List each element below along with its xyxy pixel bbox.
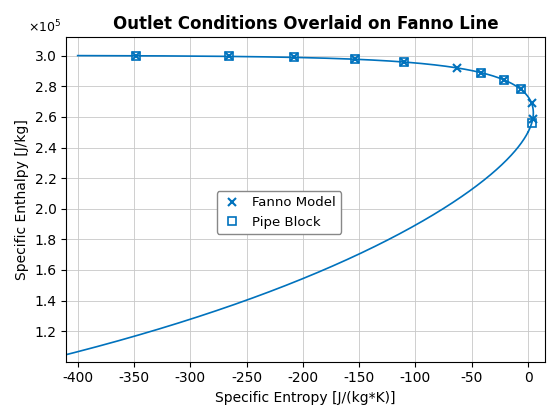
Pipe Block [133,53,140,58]
Fanno Model [400,60,407,65]
X-axis label: Specific Entropy [J/(kg*K)]: Specific Entropy [J/(kg*K)] [216,391,396,405]
Pipe Block [477,70,484,75]
Pipe Block [291,55,297,60]
Fanno Model [291,55,297,60]
Line: Pipe Block: Pipe Block [132,52,536,127]
Line: Fanno Model: Fanno Model [132,52,537,123]
Title: Outlet Conditions Overlaid on Fanno Line: Outlet Conditions Overlaid on Fanno Line [113,15,498,33]
Pipe Block [226,54,232,59]
Fanno Model [529,117,536,122]
Pipe Block [517,87,524,92]
Fanno Model [517,87,524,92]
Fanno Model [477,70,484,75]
Fanno Model [501,77,507,82]
Fanno Model [133,53,140,58]
Fanno Model [454,66,461,71]
Fanno Model [351,57,358,62]
Y-axis label: Specific Enthalpy [J/kg]: Specific Enthalpy [J/kg] [15,119,29,280]
Pipe Block [528,121,535,126]
Fanno Model [528,100,535,105]
Fanno Model [226,54,232,59]
Text: $\times10^5$: $\times10^5$ [29,19,62,36]
Pipe Block [351,57,358,62]
Legend: Fanno Model, Pipe Block: Fanno Model, Pipe Block [217,191,341,234]
Pipe Block [501,77,507,82]
Pipe Block [400,60,407,65]
